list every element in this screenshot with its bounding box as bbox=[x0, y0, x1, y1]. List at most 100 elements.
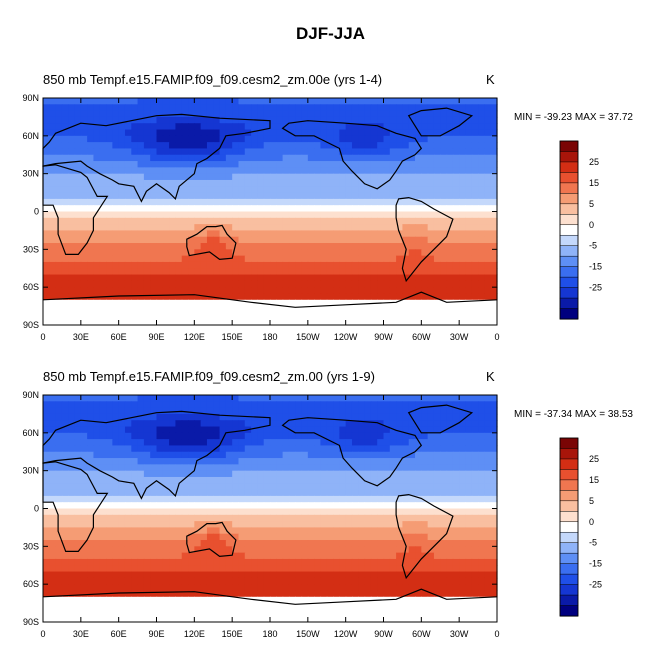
field-cell bbox=[238, 546, 246, 554]
field-cell bbox=[263, 299, 271, 307]
field-cell bbox=[351, 489, 359, 497]
field-cell bbox=[150, 413, 158, 421]
field-cell bbox=[131, 420, 139, 428]
field-cell bbox=[295, 154, 303, 162]
field-cell bbox=[143, 318, 151, 326]
field-cell bbox=[93, 205, 101, 213]
field-cell bbox=[225, 577, 233, 585]
field-cell bbox=[484, 451, 492, 459]
field-cell bbox=[124, 565, 132, 573]
field-cell bbox=[238, 198, 246, 206]
field-cell bbox=[440, 565, 448, 573]
field-cell bbox=[225, 540, 233, 547]
field-cell bbox=[295, 590, 303, 598]
field-cell bbox=[131, 110, 139, 118]
field-cell bbox=[427, 104, 435, 112]
field-cell bbox=[181, 287, 189, 295]
field-cell bbox=[377, 577, 385, 585]
field-cell bbox=[93, 230, 101, 238]
field-cell bbox=[301, 527, 309, 535]
field-cell bbox=[377, 407, 385, 415]
field-cell bbox=[188, 198, 195, 206]
field-cell bbox=[307, 401, 315, 409]
field-cell bbox=[307, 217, 315, 225]
field-cell bbox=[339, 514, 347, 522]
field-cell bbox=[358, 104, 366, 112]
field-cell bbox=[118, 533, 126, 541]
field-cell bbox=[143, 514, 151, 522]
field-cell bbox=[181, 280, 189, 288]
field-cell bbox=[301, 521, 309, 529]
field-cell bbox=[238, 306, 246, 313]
field-cell bbox=[364, 154, 372, 162]
field-cell bbox=[396, 584, 404, 592]
field-cell bbox=[320, 577, 328, 585]
field-cell bbox=[465, 148, 473, 156]
field-cell bbox=[99, 571, 107, 579]
field-cell bbox=[131, 167, 139, 175]
field-cell bbox=[124, 533, 132, 541]
field-cell bbox=[484, 590, 492, 598]
field-cell bbox=[232, 287, 240, 295]
field-cell bbox=[257, 186, 265, 194]
field-cell bbox=[377, 167, 385, 175]
field-cell bbox=[471, 495, 479, 503]
field-cell bbox=[219, 192, 227, 200]
field-cell bbox=[43, 161, 50, 168]
field-cell bbox=[225, 110, 233, 118]
field-cell bbox=[213, 464, 221, 472]
field-cell bbox=[427, 502, 435, 510]
field-cell bbox=[93, 426, 101, 434]
field-cell bbox=[112, 186, 120, 194]
field-cell bbox=[169, 274, 177, 282]
field-cell bbox=[175, 98, 183, 105]
field-cell bbox=[288, 205, 296, 213]
field-cell bbox=[238, 243, 246, 250]
lat-label: 0 bbox=[34, 207, 39, 217]
field-cell bbox=[415, 192, 422, 200]
field-cell bbox=[326, 198, 334, 206]
field-cell bbox=[465, 584, 473, 592]
field-cell bbox=[181, 407, 189, 415]
field-cell bbox=[131, 230, 139, 238]
field-cell bbox=[99, 110, 107, 118]
field-cell bbox=[490, 546, 498, 554]
field-cell bbox=[396, 552, 404, 560]
field-cell bbox=[333, 211, 340, 219]
field-cell bbox=[213, 261, 221, 269]
field-cell bbox=[276, 116, 284, 124]
field-cell bbox=[433, 280, 441, 288]
field-cell bbox=[490, 268, 498, 276]
field-cell bbox=[219, 483, 227, 491]
field-cell bbox=[232, 104, 240, 112]
field-cell bbox=[351, 135, 359, 143]
field-cell bbox=[471, 293, 479, 301]
field-cell bbox=[106, 98, 113, 105]
field-cell bbox=[345, 508, 353, 516]
field-cell bbox=[143, 104, 151, 112]
field-cell bbox=[162, 123, 170, 131]
field-cell bbox=[219, 293, 227, 301]
field-cell bbox=[370, 173, 378, 181]
field-cell bbox=[433, 312, 441, 320]
field-cell bbox=[206, 476, 214, 484]
field-cell bbox=[225, 224, 233, 232]
field-cell bbox=[150, 489, 158, 497]
field-cell bbox=[358, 540, 366, 547]
field-cell bbox=[358, 198, 366, 206]
field-cell bbox=[238, 129, 246, 137]
field-cell bbox=[377, 476, 385, 484]
field-cell bbox=[43, 236, 50, 244]
field-cell bbox=[150, 540, 158, 547]
field-cell bbox=[421, 230, 429, 238]
field-cell bbox=[61, 161, 69, 168]
field-cell bbox=[156, 142, 164, 150]
field-cell bbox=[251, 432, 258, 440]
field-cell bbox=[270, 179, 277, 187]
field-cell bbox=[326, 243, 334, 250]
field-cell bbox=[232, 198, 240, 206]
field-cell bbox=[194, 552, 202, 560]
field-cell bbox=[484, 154, 492, 162]
field-cell bbox=[99, 413, 107, 421]
field-cell bbox=[270, 476, 277, 484]
